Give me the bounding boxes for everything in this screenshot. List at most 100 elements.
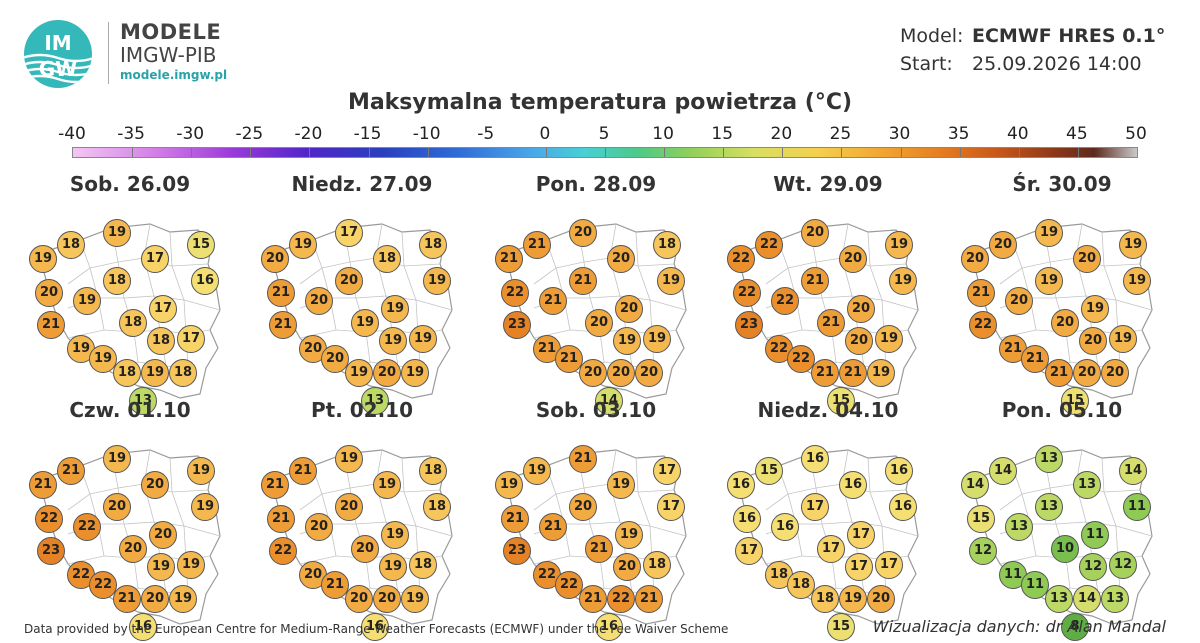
station-temperature: 21 [811,359,839,387]
station-temperature: 23 [735,311,763,339]
station-temperature: 20 [119,535,147,563]
scale-tick [1018,148,1020,157]
station-temperature: 19 [103,445,131,473]
station-temperature: 19 [89,345,117,373]
province-border [1103,489,1141,493]
imgw-logo[interactable]: IM GW MODELE IMGW-PIB modele.imgw.pl [22,16,252,88]
scale-tick [486,148,488,157]
station-temperature: 19 [373,471,401,499]
province-border [415,525,453,537]
model-value: ECMWF HRES 0.1° [972,25,1166,47]
province-border [881,299,919,311]
forecast-day-label: Czw. 01.10 [69,398,191,422]
station-temperature: 15 [967,505,995,533]
station-temperature: 20 [579,359,607,387]
logo-divider [108,22,109,84]
station-temperature: 16 [727,471,755,499]
station-temperature: 19 [523,457,551,485]
station-temperature: 17 [847,521,875,549]
station-temperature: 20 [1073,359,1101,387]
station-temperature: 13 [361,387,389,415]
station-temperature: 20 [351,535,379,563]
station-temperature: 19 [381,295,409,323]
station-temperature: 21 [37,311,65,339]
station-temperature: 20 [103,493,131,521]
logo-url[interactable]: modele.imgw.pl [120,68,228,82]
scale-labels: -40 -35 -30 -25 -20 -15 -10 -5 0 5 10 15 20 25 30 35 40 4… [0,124,1200,146]
station-temperature: 18 [811,585,839,613]
province-border [649,525,687,537]
station-temperature: 19 [351,309,379,337]
scale-label: -35 [117,124,145,144]
station-temperature: 13 [1035,493,1063,521]
station-temperature: 13 [1005,513,1033,541]
forecast-panel: Sob. 03.10 19 21 19 19 17 20 17 21 21 19 23 21 22 20 18… [486,398,706,641]
station-temperature: 19 [379,327,407,355]
forecast-day-label: Śr. 30.09 [1012,172,1112,196]
station-temperature: 19 [1035,267,1063,295]
station-temperature: 13 [1045,585,1073,613]
station-temperature: 16 [885,457,913,485]
station-temperature: 23 [503,537,531,565]
station-temperature: 22 [787,345,815,373]
station-temperature: 21 [801,267,829,295]
station-temperature: 16 [839,471,867,499]
scale-label: 0 [539,124,551,144]
station-temperature: 22 [727,245,755,273]
station-temperature: 19 [169,585,197,613]
station-temperature: 17 [335,219,363,247]
forecast-panel: Pt. 02.10 21 19 21 19 18 20 18 21 20 19 22 20 20 19 18 2… [252,398,472,641]
province-border [649,299,687,311]
station-temperature: 19 [401,359,429,387]
station-temperature: 18 [765,561,793,589]
station-temperature: 17 [657,493,685,521]
svg-text:IM: IM [44,31,71,55]
station-temperature: 20 [585,309,613,337]
forecast-day-label: Pon. 28.09 [535,172,657,196]
station-temperature: 20 [1101,359,1129,387]
station-temperature: 22 [607,585,635,613]
station-temperature: 18 [113,359,141,387]
station-temperature: 19 [613,327,641,355]
province-border [637,263,675,267]
station-temperature: 20 [305,513,333,541]
scale-tick [605,148,606,157]
station-temperature: 20 [141,471,169,499]
scale-label: 30 [888,124,911,144]
station-temperature: 20 [607,359,635,387]
start-label: Start: [900,53,953,75]
station-temperature: 19 [141,359,169,387]
station-temperature: 21 [29,471,57,499]
station-temperature: 18 [169,359,197,387]
forecast-day-label: Niedz. 04.10 [757,398,899,422]
forecast-day-label: Pon. 05.10 [1001,398,1123,422]
forecast-day-label: Sob. 03.10 [535,398,657,422]
station-temperature: 19 [643,325,671,353]
station-temperature: 20 [321,345,349,373]
station-temperature: 21 [817,309,845,337]
station-temperature: 22 [555,571,583,599]
temperature-colorbar [72,147,1138,158]
scale-label: 35 [947,124,970,144]
station-temperature: 19 [345,359,373,387]
station-temperature: 21 [579,585,607,613]
province-border [1115,299,1153,311]
data-credit: Data provided by the European Centre for… [24,622,729,636]
logo-subtitle: IMGW-PIB [120,43,217,67]
scale-label: -15 [353,124,382,144]
scale-label: 45 [1066,124,1088,144]
station-temperature: 21 [999,335,1027,363]
model-label: Model: [900,25,964,47]
station-temperature: 19 [423,267,451,295]
scale-tick [782,148,784,157]
forecast-panel: Sob. 26.09 18 19 19 17 15 18 16 20 19 17 21 18 19 18 17… [20,172,240,415]
station-temperature: 18 [103,267,131,295]
model-info: Model: ECMWF HRES 0.1° Start: 25.09.2026 1… [900,22,1165,78]
station-temperature: 20 [149,521,177,549]
station-temperature: 16 [361,613,389,641]
scale-tick [427,148,429,157]
station-temperature: 14 [989,457,1017,485]
station-temperature: 22 [269,537,297,565]
scale-tick [959,148,961,157]
station-temperature: 19 [381,521,409,549]
